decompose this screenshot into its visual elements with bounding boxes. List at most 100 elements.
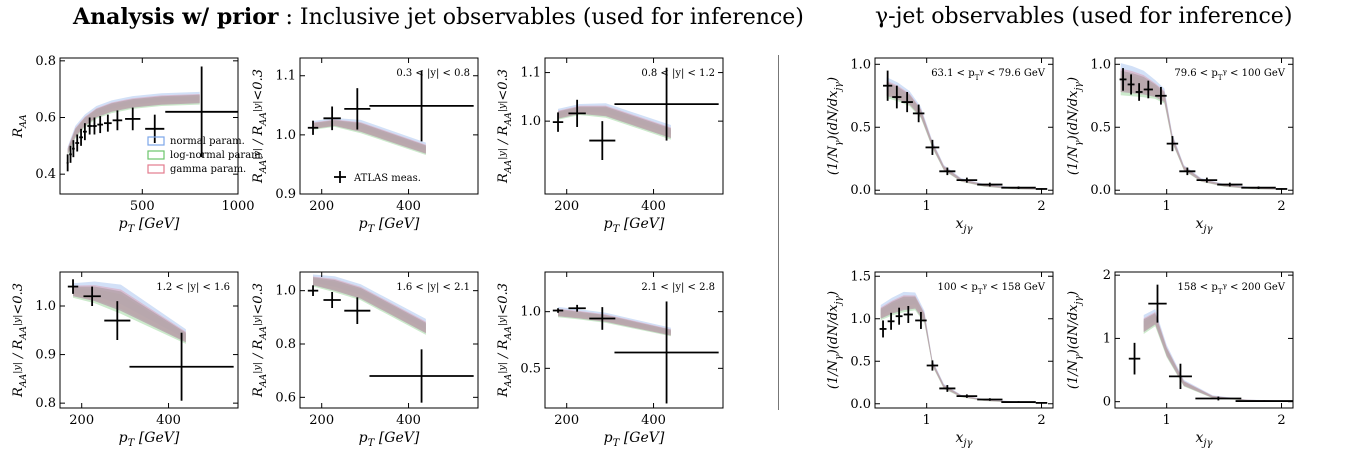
panel-annotation: 158 < pTγ < 200 GeV bbox=[1178, 281, 1286, 296]
section-separator bbox=[778, 55, 779, 410]
bands bbox=[1143, 309, 1282, 402]
data-points bbox=[552, 67, 719, 160]
x-tick-label: 200 bbox=[309, 199, 334, 214]
y-tick-label: 0.6 bbox=[35, 111, 56, 126]
plot-frame bbox=[874, 271, 1054, 409]
data-point bbox=[1127, 74, 1135, 95]
chart-panel-8: 200 400 0.5 1.0 pT [GeV] RAA|y| / RAA|y|<0.3 2… bbox=[496, 271, 724, 449]
data-point bbox=[129, 332, 234, 401]
x-axis-label: pT [GeV] bbox=[604, 216, 665, 235]
data-point bbox=[125, 107, 141, 131]
data-point bbox=[69, 145, 72, 163]
data-point bbox=[1241, 186, 1276, 189]
y-tick-label: 0 bbox=[1103, 395, 1111, 410]
data-point bbox=[307, 120, 319, 135]
posterior-band bbox=[313, 277, 426, 334]
log-normal-band bbox=[1143, 314, 1282, 402]
data-point bbox=[925, 139, 940, 155]
bands bbox=[313, 118, 426, 155]
data-point bbox=[1217, 182, 1243, 187]
bands bbox=[886, 77, 1042, 190]
data-point bbox=[369, 70, 474, 142]
x-tick-label: 400 bbox=[641, 199, 666, 214]
data-points bbox=[1119, 68, 1288, 190]
panel-annotation: 2.1 < |y| < 2.8 bbox=[641, 282, 715, 293]
x-tick-label: 2 bbox=[1037, 413, 1045, 428]
plot-frame bbox=[1114, 57, 1294, 195]
x-tick-label: 2 bbox=[1277, 413, 1285, 428]
data-points bbox=[879, 306, 1048, 404]
data-point bbox=[307, 285, 319, 296]
data-point bbox=[892, 85, 902, 109]
data-point bbox=[903, 306, 913, 323]
panel-annotation: 79.6 < pTγ < 100 GeV bbox=[1174, 67, 1285, 82]
data-point bbox=[977, 182, 1003, 187]
data-point bbox=[323, 106, 341, 131]
data-point bbox=[369, 349, 474, 403]
normal-band bbox=[67, 91, 200, 153]
data-points bbox=[307, 285, 474, 403]
data-points bbox=[66, 66, 238, 172]
plot-frame bbox=[544, 271, 724, 409]
x-tick-label: 2 bbox=[1277, 199, 1285, 214]
chart-panel-3: 200 400 1.0 1.1 pT [GeV] RAA|y| / RAA|y|<0.3 0… bbox=[496, 57, 724, 235]
data-point bbox=[879, 320, 887, 338]
bands bbox=[558, 103, 671, 140]
y-axis-label: RAA|y| / RAA|y|<0.3 bbox=[11, 283, 29, 398]
gamma-band bbox=[1143, 312, 1282, 401]
posterior-band bbox=[558, 106, 671, 139]
data-point bbox=[1119, 68, 1127, 91]
x-tick-label: 400 bbox=[156, 413, 181, 428]
legend-swatch bbox=[147, 164, 165, 174]
data-point bbox=[956, 177, 978, 183]
data-legend: ATLAS meas. bbox=[334, 171, 421, 184]
y-tick-label: 0.8 bbox=[275, 337, 296, 352]
panel-annotation: 100 < pTγ < 158 GeV bbox=[938, 281, 1046, 296]
data-point bbox=[912, 104, 925, 123]
data-point bbox=[1148, 284, 1167, 323]
x-tick-label: 200 bbox=[554, 413, 579, 428]
plot-frame bbox=[544, 57, 724, 195]
data-point bbox=[112, 110, 123, 131]
y-axis-label: (1/Nγ)(dN/dxjγ) bbox=[826, 291, 844, 389]
bands bbox=[1120, 63, 1282, 190]
data-point bbox=[92, 117, 97, 135]
x-axis-label: xjγ bbox=[1195, 216, 1213, 235]
data-point bbox=[614, 67, 719, 141]
data-point bbox=[67, 279, 79, 294]
y-tick-label: 0.5 bbox=[850, 354, 871, 369]
data-point bbox=[344, 297, 371, 324]
data-point bbox=[83, 286, 101, 306]
panel-annotation: 1.2 < |y| < 1.6 bbox=[156, 282, 230, 293]
normal-band bbox=[1143, 309, 1282, 401]
bands bbox=[73, 281, 186, 344]
chart-panel-6: 200 400 0.8 0.9 1.0 pT [GeV] RAA|y| / RAA|y|<0… bbox=[11, 271, 239, 449]
y-axis-label: RAA|y| / RAA|y|<0.3 bbox=[251, 283, 269, 398]
y-tick-label: 0.8 bbox=[35, 54, 56, 69]
data-point bbox=[1195, 396, 1242, 401]
data-point bbox=[977, 398, 1003, 401]
panel-annotation: 63.1 < pTγ < 79.6 GeV bbox=[931, 67, 1046, 82]
y-tick-label: 1.0 bbox=[275, 284, 296, 299]
data-point bbox=[883, 70, 893, 101]
normal-band bbox=[886, 77, 1042, 190]
data-point bbox=[1235, 400, 1293, 402]
x-axis-label: pT [GeV] bbox=[604, 430, 665, 449]
y-tick-label: 1.0 bbox=[850, 57, 871, 72]
data-point bbox=[75, 134, 80, 152]
plot-frame bbox=[59, 271, 239, 409]
y-tick-label: 1.0 bbox=[520, 114, 541, 129]
bands bbox=[880, 291, 1042, 404]
y-axis-label: RAA|y| / RAA|y|<0.3 bbox=[251, 69, 269, 184]
y-tick-label: 1.0 bbox=[1090, 57, 1111, 72]
data-point bbox=[887, 312, 895, 330]
data-point bbox=[901, 92, 913, 113]
y-tick-label: 0.9 bbox=[275, 187, 296, 202]
plot-frame bbox=[299, 271, 479, 409]
data-point bbox=[82, 123, 87, 141]
data-point bbox=[552, 112, 564, 132]
chart-panel-2: 200 400 0.9 1.0 1.1 pT [GeV] RAA|y| / RAA|y|<0… bbox=[251, 57, 479, 235]
x-tick-label: 1 bbox=[1163, 199, 1171, 214]
data-point bbox=[145, 114, 165, 143]
data-point bbox=[79, 128, 83, 146]
